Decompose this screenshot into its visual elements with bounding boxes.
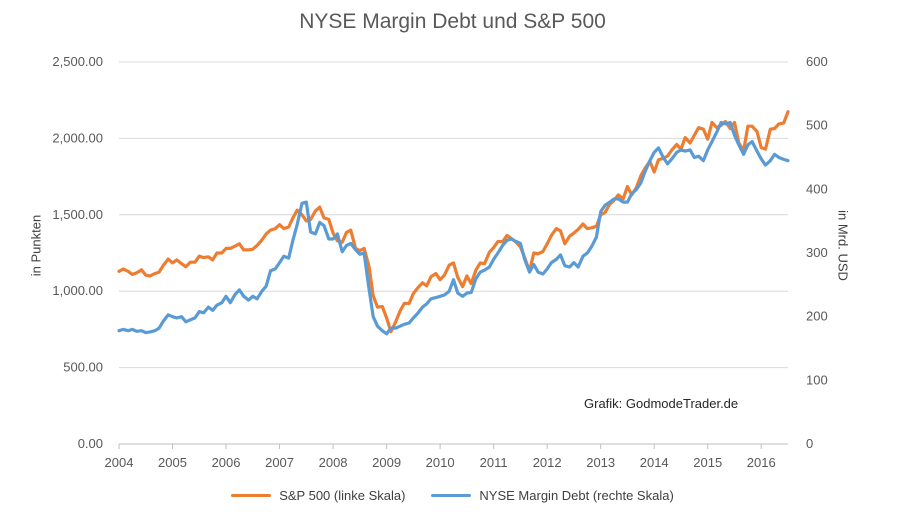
left-y-tick-label: 0.00 bbox=[78, 436, 103, 451]
left-y-tick-label: 1,000.00 bbox=[52, 283, 103, 298]
right-y-tick-label: 0 bbox=[806, 436, 813, 451]
left-y-tick-label: 500.00 bbox=[63, 360, 103, 375]
right-y-tick-label: 500 bbox=[806, 118, 828, 133]
right-y-tick-label: 300 bbox=[806, 245, 828, 260]
legend-swatch-sp500 bbox=[231, 494, 272, 497]
x-tick-label: 2010 bbox=[426, 455, 455, 470]
left-y-axis: 0.00 500.00 1,000.00 1,500.00 2,000.00 2,500.… bbox=[52, 54, 103, 451]
x-axis: 2004 2005 2006 2007 2008 2009 2010 2011 2012 2013… bbox=[105, 444, 776, 470]
x-tick-label: 2015 bbox=[693, 455, 722, 470]
x-tick-label: 2016 bbox=[747, 455, 776, 470]
legend-label-sp500: S&P 500 (linke Skala) bbox=[279, 488, 406, 503]
legend: S&P 500 (linke Skala) NYSE Margin Debt (… bbox=[0, 488, 905, 503]
left-y-tick-label: 1,500.00 bbox=[52, 207, 103, 222]
x-tick-label: 2013 bbox=[586, 455, 615, 470]
x-tick-label: 2006 bbox=[212, 455, 241, 470]
left-y-tick-label: 2,000.00 bbox=[52, 130, 103, 145]
x-tick-label: 2014 bbox=[640, 455, 669, 470]
legend-label-margin-debt: NYSE Margin Debt (rechte Skala) bbox=[479, 488, 674, 503]
gridlines bbox=[119, 61, 788, 445]
right-y-tick-label: 400 bbox=[806, 181, 828, 196]
chart-title: NYSE Margin Debt und S&P 500 bbox=[299, 10, 606, 33]
x-tick-label: 2005 bbox=[158, 455, 187, 470]
x-tick-label: 2008 bbox=[319, 455, 348, 470]
right-y-axis: 0 100 200 300 400 500 600 bbox=[806, 54, 828, 451]
x-tick-label: 2011 bbox=[480, 455, 508, 470]
x-tick-label: 2004 bbox=[105, 455, 134, 470]
series-lines bbox=[117, 110, 790, 336]
x-tick-label: 2007 bbox=[265, 455, 294, 470]
legend-item-sp500: S&P 500 (linke Skala) bbox=[231, 488, 405, 503]
right-y-tick-label: 200 bbox=[806, 309, 828, 324]
right-y-tick-label: 100 bbox=[806, 372, 828, 387]
left-y-tick-label: 2,500.00 bbox=[52, 54, 103, 69]
right-y-tick-label: 600 bbox=[806, 54, 828, 69]
legend-item-margin-debt: NYSE Margin Debt (rechte Skala) bbox=[431, 488, 674, 503]
x-tick-label: 2009 bbox=[372, 455, 401, 470]
series-line-sp500 bbox=[117, 110, 790, 334]
x-tick-label: 2012 bbox=[533, 455, 562, 470]
series-line-margin-debt bbox=[117, 120, 790, 336]
legend-swatch-margin-debt bbox=[431, 494, 472, 497]
chart-credit: Grafik: GodmodeTrader.de bbox=[584, 396, 739, 411]
